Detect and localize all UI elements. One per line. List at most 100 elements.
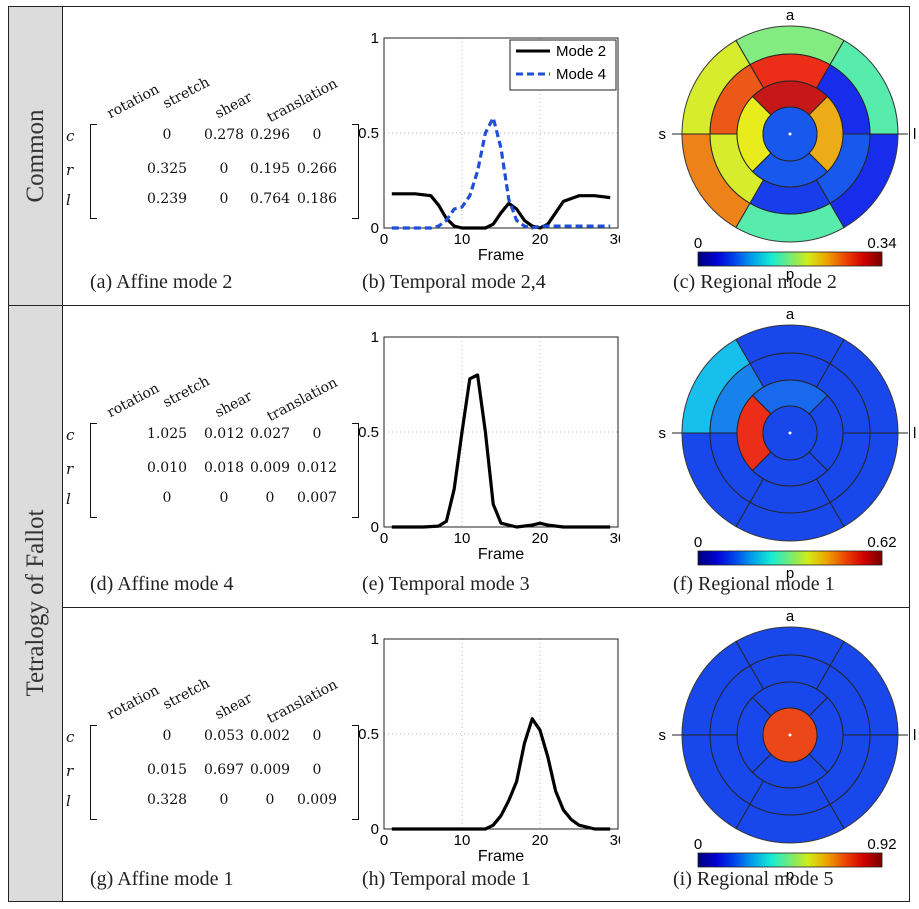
matrix-row-label: r (66, 161, 74, 179)
lateral-label: l (913, 425, 916, 442)
plot-area (383, 37, 619, 229)
matrix-cell: 0.325 (146, 161, 188, 177)
matrix-cell: 0.009 (296, 792, 338, 808)
matrix-cell: 0.764 (249, 191, 291, 207)
row-divider-1 (9, 305, 909, 306)
temporal-chart-2: 0 10 20 30 0 0.5 1 Frame (358, 329, 620, 563)
matrix-cell: 0 (162, 728, 172, 744)
matrix-left-bracket (90, 124, 97, 219)
matrix-cell: 0.010 (146, 460, 188, 476)
matrix-column-header: rotation (104, 81, 163, 122)
matrix-cell: 0 (312, 127, 322, 143)
septal-label: s (659, 727, 667, 744)
affine-matrix-1: rotation stretch shear translation c 0 0.278 0.… (66, 6, 359, 286)
series-line-1 (391, 717, 611, 831)
matrix-cell: 0.266 (296, 161, 338, 177)
regional-caption: (f) Regional mode 1 (673, 573, 835, 595)
matrix-cell: 0.018 (203, 460, 245, 476)
y-tick-label: 1 (371, 329, 379, 346)
chart-legend: Mode 2 Mode 4 (509, 39, 617, 91)
matrix-cell: 0 (265, 490, 275, 506)
matrix-column-header: translation (264, 75, 341, 126)
x-tick-label: 30 (610, 530, 620, 547)
colorbar-min-label: 0 (694, 836, 702, 853)
affine-caption: (d) Affine mode 4 (90, 573, 234, 595)
anterior-label: a (786, 7, 795, 24)
matrix-cell: 0.195 (249, 161, 291, 177)
matrix-row-label: r (66, 762, 74, 780)
matrix-cell: 0 (219, 490, 229, 506)
row-label-column (9, 7, 63, 901)
matrix-column-header: shear (212, 388, 255, 421)
x-tick-label: 0 (380, 231, 388, 248)
y-tick-label: 0.5 (358, 125, 379, 142)
anterior-label: a (786, 306, 795, 323)
x-tick-label: 30 (610, 231, 620, 248)
y-tick-label: 1 (371, 631, 379, 648)
figure-frame: Common Tetralogy of Fallot (8, 6, 910, 902)
matrix-left-bracket (90, 423, 97, 518)
temporal-caption: (b) Temporal mode 2,4 (362, 271, 546, 293)
matrix-cell: 0 (162, 490, 172, 506)
x-tick-label: 20 (532, 231, 549, 248)
series-line-1 (391, 373, 611, 529)
bullseye-center-dot (788, 733, 792, 737)
lateral-label: l (913, 727, 916, 744)
matrix-column-header: shear (212, 690, 255, 723)
plot-area (383, 638, 619, 830)
matrix-cell: 0.007 (296, 490, 338, 506)
matrix-column-header: rotation (104, 380, 163, 421)
matrix-cell: 0.012 (203, 426, 245, 442)
affine-caption: (a) Affine mode 2 (90, 271, 233, 293)
matrix-right-bracket (352, 423, 359, 518)
x-tick-label: 10 (454, 231, 471, 248)
matrix-row-label: l (66, 792, 71, 810)
bullseye-plot-2: a s l 0 0.62 p (659, 306, 917, 582)
matrix-cell: 0 (219, 792, 229, 808)
matrix-cell: 0.697 (203, 762, 245, 778)
legend-label: Mode 4 (556, 66, 606, 83)
matrix-cell: 0.239 (146, 191, 188, 207)
colorbar-max-label: 0.34 (867, 235, 896, 252)
temporal-chart-3: 0 10 20 30 0 0.5 1 Frame (358, 631, 620, 865)
matrix-column-header: translation (264, 676, 341, 727)
regional-caption: (c) Regional mode 2 (673, 271, 837, 293)
legend-box (509, 39, 617, 91)
regional-caption: (i) Regional mode 5 (673, 868, 834, 890)
y-tick-label: 0 (371, 519, 379, 536)
matrix-cell: 0 (265, 792, 275, 808)
matrix-cell: 0.328 (146, 792, 188, 808)
matrix-cell: 0.053 (203, 728, 245, 744)
matrix-cell: 0.027 (249, 426, 291, 442)
colorbar-axis-label: p (786, 266, 794, 283)
matrix-cell: 0.009 (249, 460, 291, 476)
matrix-cell: 0 (312, 728, 322, 744)
matrix-cell: 0 (219, 191, 229, 207)
y-tick-label: 0 (371, 220, 379, 237)
anterior-label: a (786, 608, 795, 625)
matrix-row-label: l (66, 191, 71, 209)
row-label-common: Common (22, 109, 49, 203)
colorbar (697, 251, 883, 267)
colorbar-axis-label: p (786, 867, 794, 884)
matrix-row-label: c (66, 728, 75, 746)
matrix-cell: 0.278 (203, 127, 245, 143)
colorbar-axis-label: p (786, 565, 794, 582)
y-tick-label: 0.5 (358, 726, 379, 743)
matrix-cell: 0.009 (249, 762, 291, 778)
matrix-cell: 0.012 (296, 460, 338, 476)
x-tick-label: 30 (610, 832, 620, 849)
colorbar-max-label: 0.92 (867, 836, 896, 853)
matrix-cell: 0.186 (296, 191, 338, 207)
colorbar-min-label: 0 (694, 235, 702, 252)
matrix-cell: 0 (162, 127, 172, 143)
matrix-right-bracket (352, 725, 359, 820)
x-axis-label: Frame (478, 247, 524, 264)
bullseye-plot-3: a s l 0 0.92 p (659, 608, 917, 884)
lateral-label: l (913, 126, 916, 143)
bullseye-center-dot (788, 132, 792, 136)
matrix-column-header: stretch (160, 373, 213, 411)
legend-label: Mode 2 (556, 43, 606, 60)
matrix-cell: 0 (312, 762, 322, 778)
affine-caption: (g) Affine mode 1 (90, 868, 234, 890)
